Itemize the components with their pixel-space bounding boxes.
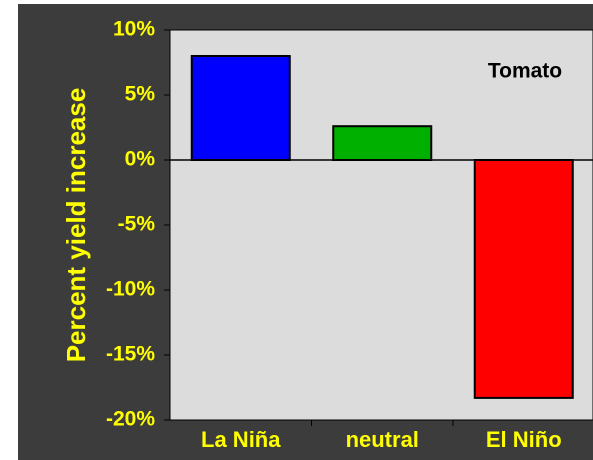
y-tick-label: 0%: [125, 148, 156, 171]
y-tick-label: -20%: [106, 408, 155, 431]
annotation: Tomato: [488, 60, 562, 83]
y-tick-label: -5%: [118, 213, 156, 236]
x-tick-label: El Niño: [486, 427, 562, 452]
bar: [190, 55, 291, 161]
y-tick-label: 5%: [125, 83, 156, 106]
y-axis-label: Percent yield increase: [61, 88, 91, 363]
x-tick-label: neutral: [346, 427, 419, 452]
y-tick-label: -15%: [106, 343, 155, 366]
y-tick-label: -10%: [106, 278, 155, 301]
x-tick-label: La Niña: [201, 427, 281, 452]
y-tick-label: 10%: [113, 18, 155, 41]
bar: [473, 159, 574, 399]
bar: [332, 125, 433, 161]
